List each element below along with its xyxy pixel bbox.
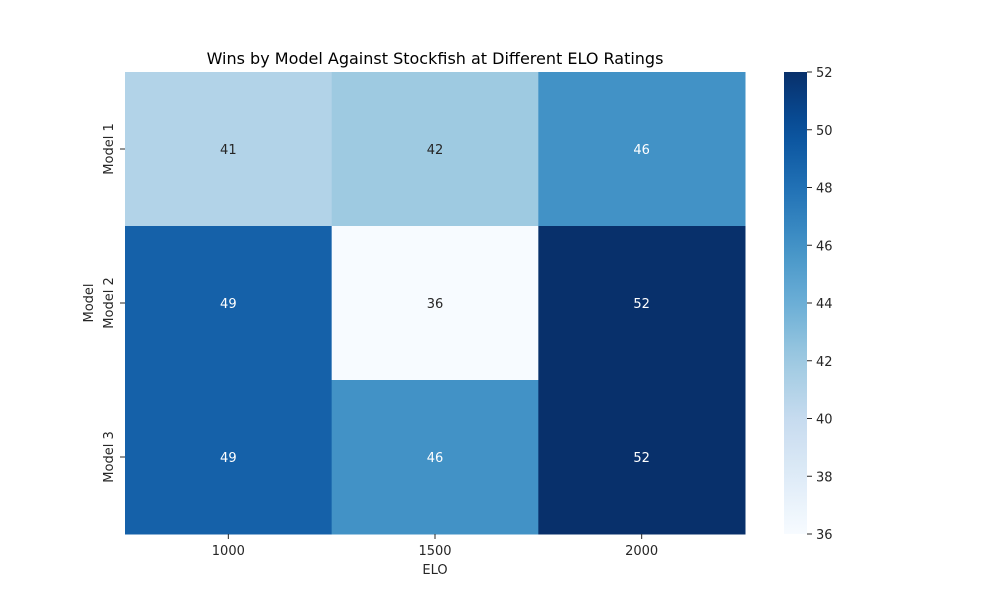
colorbar-tick-label: 44 [816, 297, 833, 312]
cell-value-label: 49 [220, 451, 237, 466]
colorbar-tick-label: 48 [816, 182, 833, 197]
heatmap-cell [125, 226, 333, 381]
colorbar-tick-label: 40 [816, 413, 833, 428]
chart-title: Wins by Model Against Stockfish at Diffe… [207, 49, 664, 68]
heatmap-cell [538, 380, 746, 535]
y-tick-label: Model 1 [102, 123, 117, 174]
heatmap-cell [538, 72, 746, 227]
colorbar-tick-label: 38 [816, 470, 833, 485]
cell-value-label: 52 [633, 451, 650, 466]
x-axis-ticks: 1000 1500 2000 [212, 534, 658, 559]
cell-value-label: 46 [427, 451, 444, 466]
heatmap-cell [538, 226, 746, 381]
colorbar-tick-label: 50 [816, 124, 833, 139]
heatmap-cells: 41 42 46 49 36 52 49 46 52 [125, 72, 746, 535]
colorbar-gradient [784, 72, 807, 534]
x-tick-label: 2000 [625, 544, 658, 559]
colorbar-tick-label: 46 [816, 239, 833, 254]
heatmap-cell [331, 226, 539, 381]
colorbar-tick-label: 36 [816, 528, 833, 543]
heatmap-cell [331, 380, 539, 535]
heatmap-cell [125, 72, 333, 227]
colorbar-tick-label: 42 [816, 355, 833, 370]
y-axis-label: Model [82, 283, 97, 322]
y-tick-label: Model 2 [102, 277, 117, 328]
colorbar-tick-label: 52 [816, 66, 833, 81]
x-tick-label: 1500 [418, 544, 451, 559]
y-axis-ticks: Model 1 Model 2 Model 3 [102, 123, 125, 483]
cell-value-label: 49 [220, 297, 237, 312]
heatmap-cell [331, 72, 539, 227]
heatmap-cell [125, 380, 333, 535]
cell-value-label: 41 [220, 143, 237, 158]
y-tick-label: Model 3 [102, 431, 117, 482]
cell-value-label: 42 [427, 143, 444, 158]
colorbar: 36 38 40 42 44 46 48 50 52 [784, 66, 833, 543]
cell-value-label: 46 [633, 143, 650, 158]
cell-value-label: 52 [633, 297, 650, 312]
x-axis-label: ELO [422, 563, 447, 578]
x-tick-label: 1000 [212, 544, 245, 559]
cell-value-label: 36 [427, 297, 444, 312]
